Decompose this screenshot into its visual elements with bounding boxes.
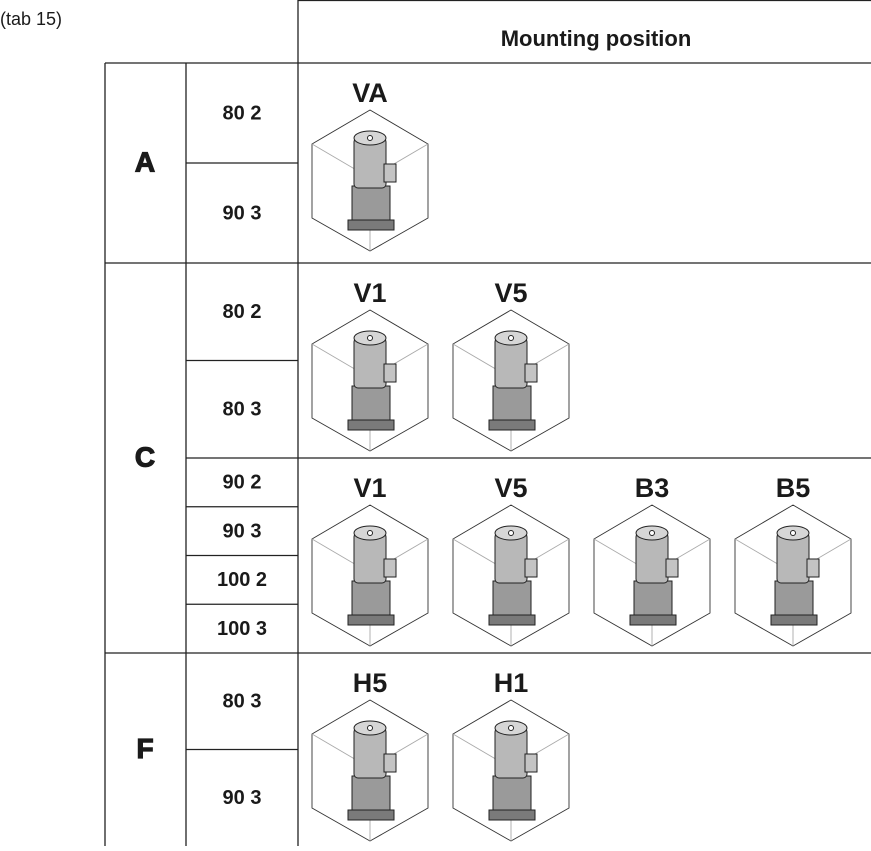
gearmotor-icon — [311, 699, 429, 842]
size-label: 90 2 — [223, 472, 262, 494]
group-label: C — [135, 441, 155, 472]
gearmotor-icon — [452, 699, 570, 842]
gearmotor-icon — [734, 504, 852, 647]
size-label: 80 3 — [223, 399, 262, 421]
size-label: 80 3 — [223, 691, 262, 713]
gearmotor-icon — [452, 504, 570, 647]
group-label: F — [136, 733, 153, 764]
gearmotor-icon — [311, 109, 429, 252]
size-label: 80 2 — [223, 301, 262, 323]
size-label: 90 3 — [223, 202, 262, 224]
size-label: 100 3 — [217, 618, 267, 640]
gearmotor-icon — [311, 309, 429, 452]
size-label: 90 3 — [223, 787, 262, 809]
position-label: B3 — [635, 473, 670, 503]
caption: (tab 15) — [0, 9, 62, 29]
gearmotor-icon — [311, 504, 429, 647]
position-label: V5 — [494, 278, 527, 308]
header: Mounting position — [501, 26, 692, 51]
position-label: V1 — [353, 473, 386, 503]
group-label: A — [135, 146, 155, 177]
size-label: 80 2 — [223, 102, 262, 124]
position-label: H5 — [353, 668, 388, 698]
gearmotor-icon — [452, 309, 570, 452]
size-label: 100 2 — [217, 569, 267, 591]
position-label: V1 — [353, 278, 386, 308]
position-label: B5 — [776, 473, 811, 503]
position-label: VA — [352, 78, 388, 108]
size-label: 90 3 — [223, 520, 262, 542]
position-label: V5 — [494, 473, 527, 503]
position-label: H1 — [494, 668, 529, 698]
gearmotor-icon — [593, 504, 711, 647]
